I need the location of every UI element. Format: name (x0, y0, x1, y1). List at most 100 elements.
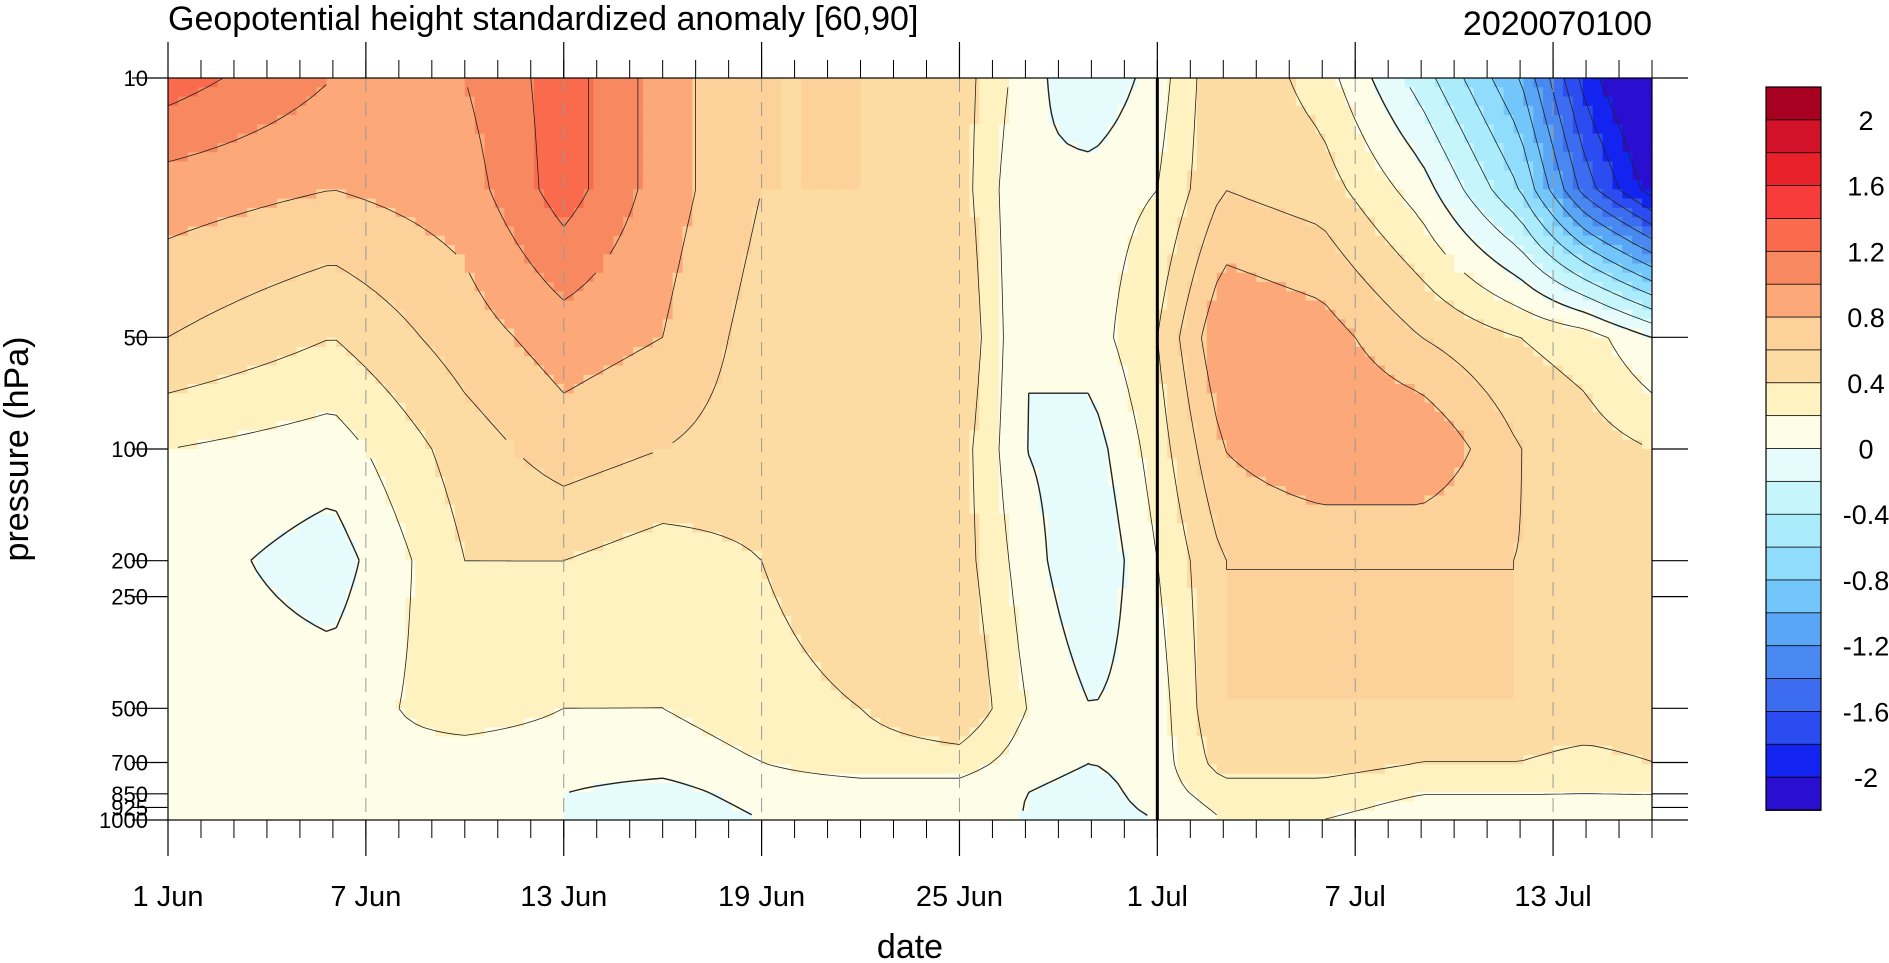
heatmap-cell (346, 346, 357, 357)
heatmap-cell (939, 291, 951, 302)
heatmap-cell (791, 309, 802, 320)
heatmap-cell (1177, 300, 1188, 311)
heatmap-cell (1335, 217, 1346, 227)
heatmap-cell (187, 282, 199, 292)
heatmap-cell (811, 263, 822, 274)
heatmap-cell (999, 217, 1010, 227)
heatmap-cell (425, 189, 436, 200)
heatmap-cell (1117, 96, 1129, 107)
heatmap-cell (959, 244, 970, 255)
heatmap-cell (929, 291, 941, 302)
heatmap-cell (504, 115, 515, 125)
heatmap-cell (593, 87, 604, 98)
heatmap-cell (217, 309, 228, 320)
heatmap-cell (454, 309, 466, 320)
heatmap-cell (642, 207, 654, 218)
heatmap-cell (1088, 309, 1099, 320)
heatmap-cell (1127, 356, 1139, 367)
heatmap-cell (1008, 328, 1020, 339)
heatmap-cell (1345, 374, 1356, 385)
heatmap-cell (1196, 272, 1208, 283)
heatmap-cell (474, 87, 486, 98)
heatmap-cell (187, 244, 199, 255)
heatmap-cell (365, 319, 377, 330)
heatmap-cell (1266, 152, 1277, 163)
heatmap-cell (1068, 142, 1079, 153)
heatmap-cell (534, 152, 545, 163)
heatmap-cell (375, 152, 387, 163)
heatmap-cell (791, 328, 802, 339)
heatmap-cell (1444, 198, 1455, 209)
heatmap-cell (1216, 124, 1228, 135)
heatmap-cell (1276, 142, 1287, 153)
heatmap-cell (1434, 161, 1445, 172)
heatmap-cell (1038, 198, 1050, 209)
heatmap-cell (1018, 152, 1030, 163)
heatmap-cell (1483, 105, 1495, 116)
heatmap-cell (484, 78, 496, 88)
heatmap-cell (187, 78, 199, 88)
heatmap-cell (553, 207, 565, 218)
heatmap-cell (1127, 235, 1139, 246)
heatmap-cell (257, 142, 268, 153)
heatmap-cell (1167, 105, 1178, 116)
heatmap-cell (722, 124, 733, 135)
heatmap-cell (464, 291, 476, 302)
heatmap-cell (1424, 170, 1435, 181)
heatmap-cell (583, 328, 595, 339)
heatmap-cell (266, 142, 278, 153)
heatmap-cell (425, 87, 436, 98)
heatmap-cell (395, 96, 407, 107)
heatmap-cell (425, 272, 436, 283)
heatmap-cell (1246, 133, 1257, 144)
heatmap-cell (613, 300, 624, 311)
heatmap-cell (1167, 133, 1178, 144)
heatmap-cell (197, 291, 209, 302)
heatmap-cell (405, 133, 416, 144)
heatmap-cell (949, 226, 961, 237)
heatmap-cell (642, 217, 654, 227)
heatmap-cell (642, 142, 654, 153)
heatmap-cell (761, 374, 773, 385)
heatmap-cell (1068, 374, 1079, 385)
heatmap-cell (563, 384, 575, 394)
heatmap-cell (890, 365, 901, 376)
heatmap-cell (336, 337, 347, 348)
heatmap-cell (603, 254, 614, 265)
heatmap-cell (593, 263, 604, 274)
heatmap-cell (1048, 124, 1059, 135)
heatmap-cell (712, 226, 723, 237)
heatmap-cell (959, 198, 970, 209)
heatmap-cell (1572, 374, 1584, 385)
heatmap-cell (1503, 282, 1515, 292)
heatmap-cell (415, 263, 426, 274)
heatmap-cell (553, 319, 565, 330)
heatmap-cell (1572, 337, 1584, 348)
heatmap-cell (573, 356, 585, 367)
heatmap-cell (1414, 105, 1426, 116)
heatmap-cell (425, 254, 436, 265)
heatmap-cell (1058, 319, 1069, 330)
heatmap-cell (494, 291, 505, 302)
heatmap-cell (1276, 319, 1287, 330)
heatmap-cell (1642, 124, 1652, 135)
heatmap-cell (1018, 87, 1030, 98)
heatmap-cell (1127, 365, 1139, 376)
heatmap-cell (1196, 319, 1208, 330)
heatmap-cell (1424, 346, 1435, 357)
heatmap-cell (692, 133, 703, 144)
heatmap-cell (761, 217, 773, 227)
heatmap-cell (1424, 291, 1435, 302)
heatmap-cell (1117, 198, 1129, 209)
heatmap-cell (623, 365, 634, 376)
heatmap-cell (563, 254, 575, 265)
heatmap-cell (593, 226, 604, 237)
heatmap-cell (890, 170, 901, 181)
heatmap-cell (1216, 374, 1228, 385)
heatmap-cell (1622, 96, 1633, 107)
heatmap-cell (445, 189, 456, 200)
heatmap-cell (603, 180, 614, 190)
heatmap-cell (187, 124, 199, 135)
heatmap-cell (741, 263, 753, 274)
heatmap-cell (435, 105, 446, 116)
